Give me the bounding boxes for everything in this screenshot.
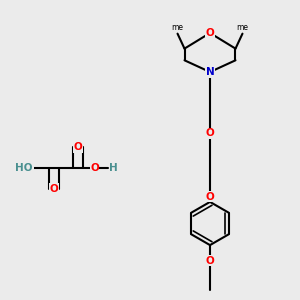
- Text: HO: HO: [16, 163, 33, 173]
- Text: O: O: [50, 184, 58, 194]
- Text: me: me: [236, 23, 248, 32]
- Text: O: O: [74, 142, 82, 152]
- Text: O: O: [206, 128, 214, 139]
- Text: O: O: [206, 28, 214, 38]
- Text: N: N: [206, 67, 214, 77]
- Text: me: me: [172, 23, 184, 32]
- Text: O: O: [206, 191, 214, 202]
- Text: O: O: [90, 163, 99, 173]
- Text: H: H: [110, 163, 118, 173]
- Text: O: O: [206, 256, 214, 266]
